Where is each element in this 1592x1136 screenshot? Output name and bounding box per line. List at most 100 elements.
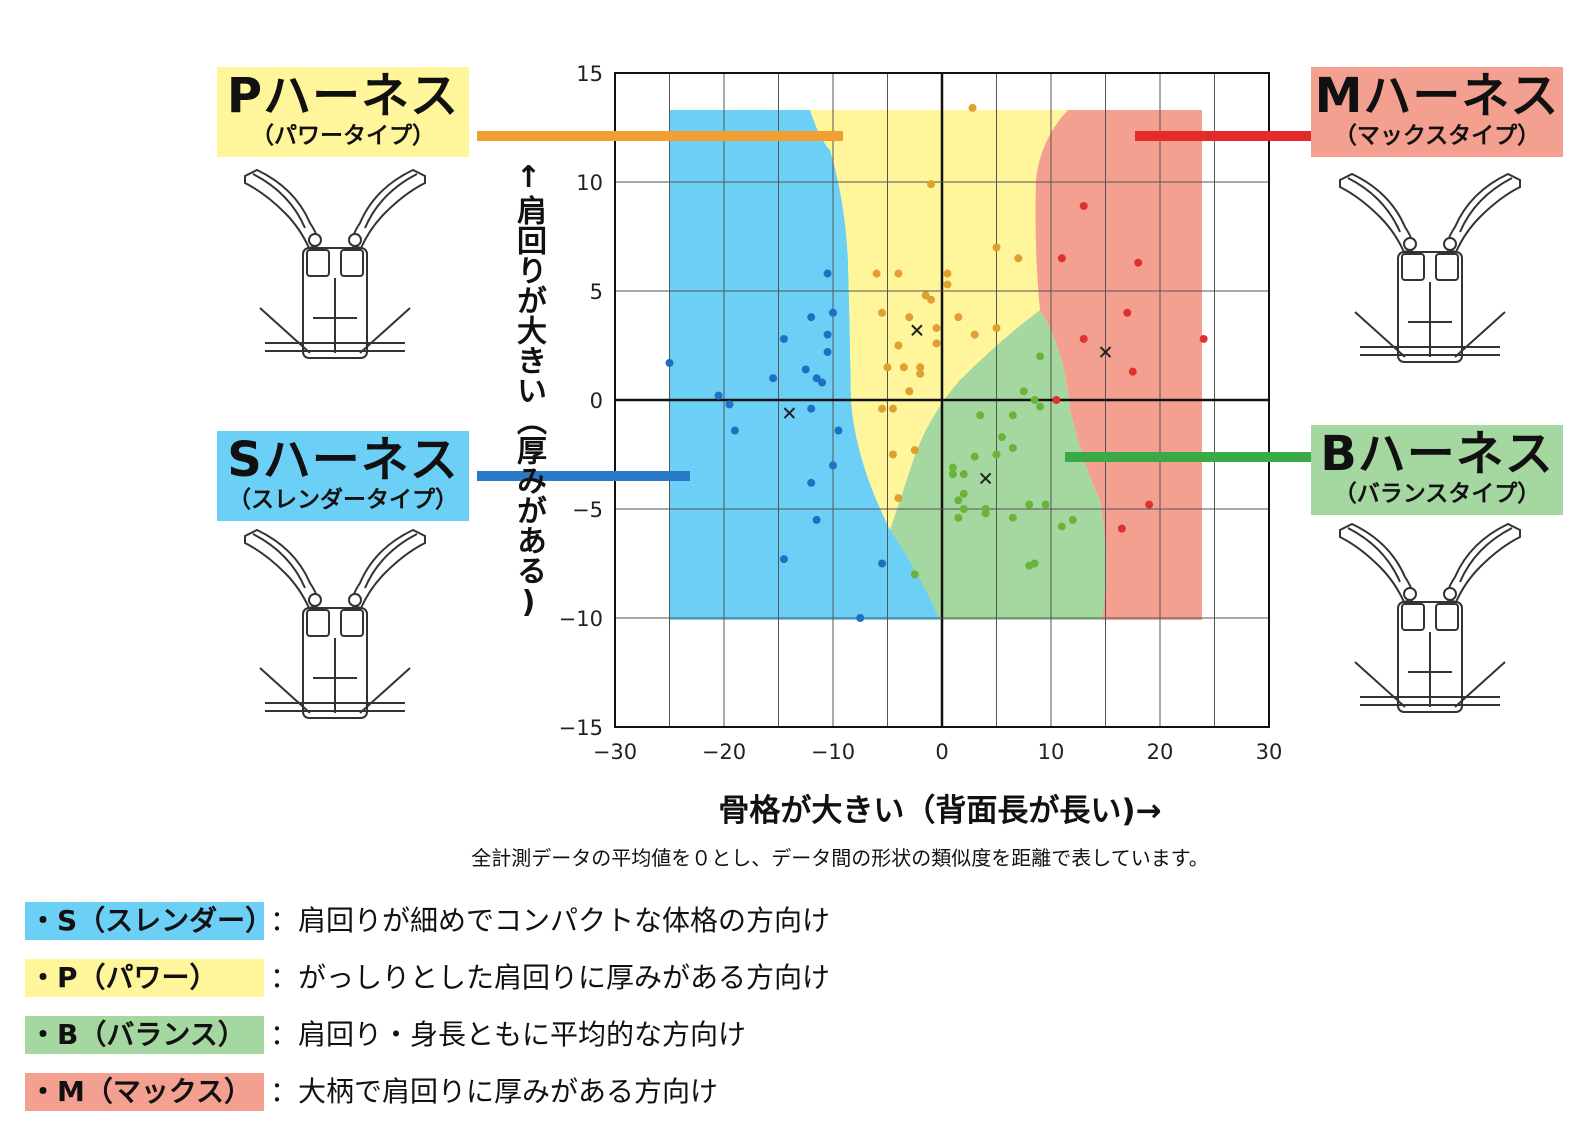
point-s <box>812 515 821 524</box>
m-harness-illustration <box>1339 173 1521 363</box>
centroid-marker <box>783 407 796 419</box>
data-points <box>665 103 1208 622</box>
point-b <box>959 470 968 479</box>
point-s <box>779 555 788 564</box>
point-b <box>954 513 963 522</box>
centroid-marker <box>979 472 992 485</box>
s-harness-illustration <box>244 529 426 719</box>
point-m <box>1145 500 1154 509</box>
region-p <box>810 110 1068 530</box>
y-tick-label: 10 <box>576 171 603 195</box>
x-axis-label: 骨格が大きい（背面長が長い)→ <box>718 793 1162 829</box>
b-harness-title: Bハーネス <box>1320 426 1554 482</box>
point-b <box>976 411 985 420</box>
point-b <box>1068 515 1077 524</box>
x-tick-label: −10 <box>811 740 855 764</box>
point-s <box>818 378 827 387</box>
point-p <box>916 363 925 372</box>
point-s <box>829 308 837 317</box>
point-m <box>1079 201 1088 210</box>
b-harness-box: Bハーネス （バランスタイプ） <box>1311 425 1563 515</box>
b-harness-illustration <box>1339 523 1521 713</box>
x-tick-label: 20 <box>1147 740 1174 764</box>
x-tick-label: 0 <box>935 740 948 764</box>
point-b <box>1025 500 1034 509</box>
legend-text-s: ：肩回りが細めでコンパクトな体格の方向け <box>270 904 831 937</box>
point-b <box>1008 411 1017 420</box>
plot-frame <box>614 72 1270 728</box>
s-harness-box: Sハーネス （スレンダータイプ） <box>217 431 469 521</box>
point-s <box>769 374 778 383</box>
x-tick-label: 30 <box>1256 740 1283 764</box>
m-harness-box: Mハーネス （マックスタイプ） <box>1311 67 1563 157</box>
region-areas <box>670 110 1202 620</box>
point-s <box>878 559 887 568</box>
point-s <box>823 348 832 357</box>
m-harness-title: Mハーネス <box>1314 68 1560 124</box>
point-p <box>932 324 941 333</box>
y-tick-label: −15 <box>559 716 603 740</box>
y-tick-label: 5 <box>590 280 603 304</box>
point-p <box>970 330 979 339</box>
point-p <box>872 269 881 278</box>
point-s <box>665 358 674 367</box>
x-tick-label: −20 <box>702 740 746 764</box>
b-harness-subtitle: （バランスタイプ） <box>1333 481 1541 507</box>
axes <box>614 72 1270 728</box>
point-m <box>1052 396 1061 404</box>
point-m <box>1123 308 1132 317</box>
point-s <box>829 461 837 470</box>
s-harness-subtitle: （スレンダータイプ） <box>228 487 458 513</box>
point-p <box>968 103 977 112</box>
point-s <box>779 334 788 343</box>
point-s <box>807 404 816 413</box>
point-b <box>1036 352 1045 361</box>
chart-note: 全計測データの平均値を０とし、データ間の形状の類似度を距離で表しています。 <box>471 846 1209 870</box>
point-b <box>910 570 919 579</box>
point-s <box>801 365 810 374</box>
point-b <box>1019 387 1028 396</box>
point-s <box>730 426 739 435</box>
point-b <box>948 470 957 479</box>
point-b <box>1030 559 1039 568</box>
region-b <box>890 310 1106 620</box>
point-p <box>927 180 936 189</box>
point-p <box>910 446 919 455</box>
centroid-marker <box>1099 346 1112 358</box>
centroid-marker <box>911 324 923 336</box>
point-b <box>959 505 968 513</box>
legend-label-b: ・B（バランス） <box>25 1016 264 1054</box>
point-p <box>883 363 892 372</box>
y-tick-label: 15 <box>576 62 603 86</box>
p-harness-subtitle: （パワータイプ） <box>251 123 435 149</box>
point-s <box>812 374 821 383</box>
legend-text-p: ：がっしりとした肩回りに厚みがある方向け <box>270 961 831 994</box>
point-s <box>823 269 832 278</box>
point-b <box>1041 500 1050 509</box>
point-b <box>954 496 963 505</box>
point-s <box>807 313 816 322</box>
point-s <box>823 330 832 339</box>
point-p <box>888 404 897 413</box>
point-b <box>1008 443 1017 452</box>
point-p <box>921 291 930 300</box>
point-p <box>878 404 887 413</box>
point-p <box>894 494 903 503</box>
point-b <box>970 452 979 461</box>
point-p <box>878 308 887 317</box>
y-tick-label: −5 <box>572 498 603 522</box>
point-p <box>894 269 903 278</box>
legend-label-s: ・S（スレンダー） <box>25 902 273 940</box>
point-m <box>1199 334 1208 343</box>
point-m <box>1057 254 1066 263</box>
point-m <box>1079 334 1088 343</box>
point-p <box>899 363 908 372</box>
point-b <box>1030 396 1039 404</box>
point-b <box>948 463 957 472</box>
p-harness-box: Pハーネス （パワータイプ） <box>217 67 469 157</box>
point-b <box>1008 513 1017 522</box>
s-harness-title: Sハーネス <box>227 432 459 488</box>
point-b <box>1057 522 1066 531</box>
point-m <box>1128 367 1137 376</box>
